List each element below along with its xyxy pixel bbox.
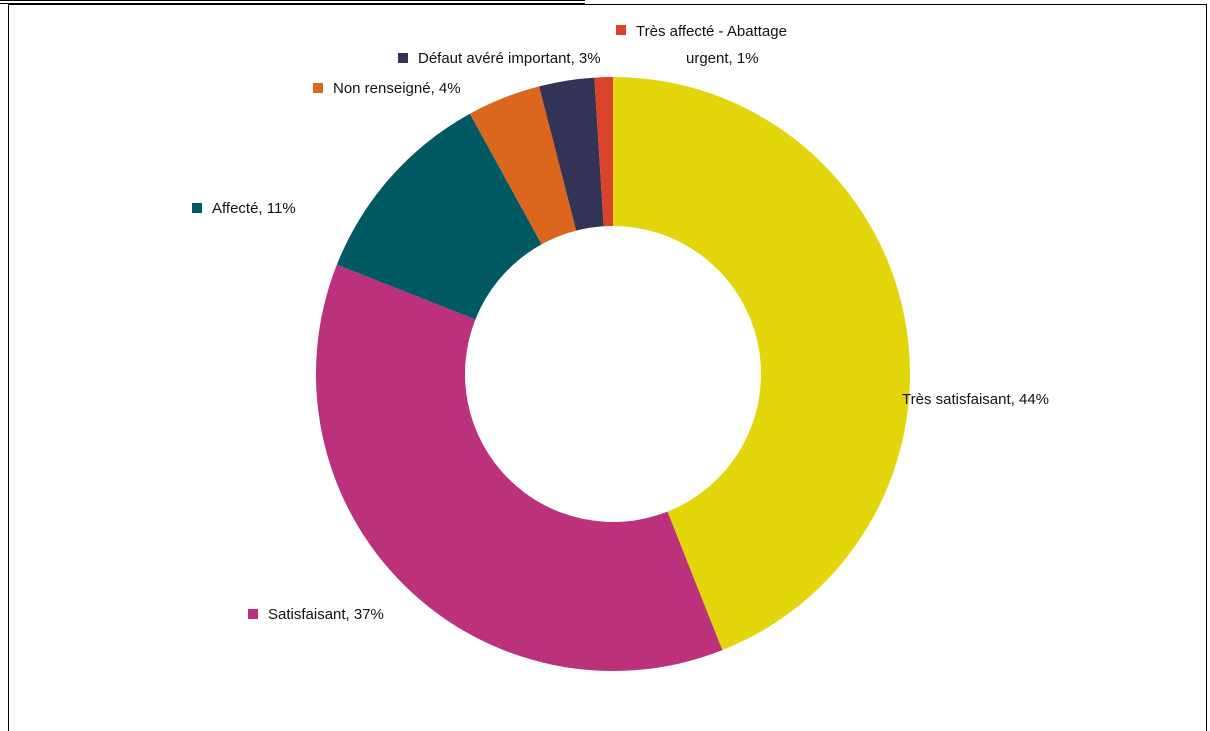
label-tres-satisfaisant: Très satisfaisant, 44% — [902, 391, 1049, 408]
marker-tres-affecte — [616, 25, 626, 35]
marker-defaut-avere-important — [398, 53, 408, 63]
marker-affecte — [192, 203, 202, 213]
donut-slices — [316, 77, 910, 671]
label-tres-affecte-line2: urgent, 1% — [686, 50, 759, 67]
label-affecte: Affecté, 11% — [212, 200, 296, 217]
label-tres-affecte-line1: Très affecté - Abattage — [636, 23, 787, 40]
marker-satisfaisant — [248, 609, 258, 619]
label-defaut-avere-important: Défaut avéré important, 3% — [418, 50, 601, 67]
marker-non-renseigne — [313, 83, 323, 93]
label-non-renseigne: Non renseigné, 4% — [333, 80, 461, 97]
label-satisfaisant: Satisfaisant, 37% — [268, 606, 384, 623]
